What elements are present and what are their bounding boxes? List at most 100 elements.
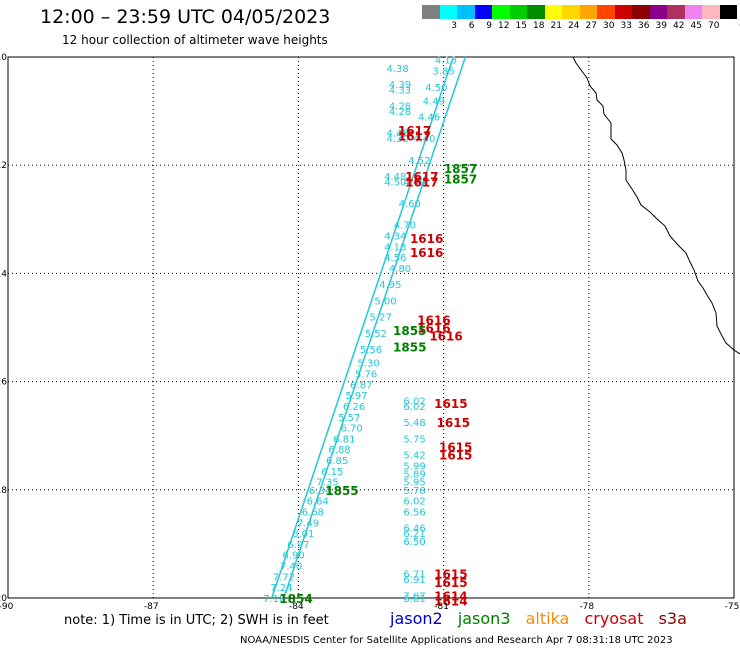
pass-time-label: 1615 <box>439 441 472 455</box>
lat-tick-label: -18 <box>0 486 7 496</box>
wave-height-label: 6.71 <box>403 570 425 581</box>
track-line <box>283 56 467 599</box>
wave-height-label: 4.80 <box>389 264 411 275</box>
legend-label: 33 <box>620 21 632 31</box>
peru-coastline <box>572 56 740 355</box>
wave-height-label: 5.30 <box>357 359 379 370</box>
legend-label <box>422 21 440 31</box>
satellite-tracks <box>271 56 467 599</box>
pass-time-label: 1615 <box>439 449 472 463</box>
legend-label: 21 <box>550 21 562 31</box>
legend-swatch <box>579 5 597 19</box>
wave-height-label: 6.68 <box>302 507 324 518</box>
wave-height-label: 5.89 <box>403 470 425 481</box>
legend-swatch <box>474 5 492 19</box>
legend-swatch <box>492 5 510 19</box>
pass-time-label: 1854 <box>279 592 312 606</box>
wave-height-label: 5.75 <box>403 434 425 445</box>
wave-height-label: 4.49 <box>403 177 425 188</box>
wave-height-label: 5.57 <box>338 413 360 424</box>
wave-height-label: 6.50 <box>403 537 425 548</box>
legend-label: 70 <box>708 21 720 31</box>
lat-tick-label: -20 <box>0 594 7 604</box>
pass-time-label: 1617 <box>398 129 431 143</box>
mission-altika: altika <box>525 609 570 628</box>
wave-height-label: 6.34 <box>309 486 331 497</box>
wave-height-label: 4.95 <box>379 280 401 291</box>
legend-swatch <box>422 5 440 19</box>
lon-tick-label: -78 <box>579 602 594 612</box>
page-title: 12:00 – 23:59 UTC 04/05/2023 <box>40 6 331 28</box>
wave-height-label: 4.39 <box>389 80 411 91</box>
legend-swatch <box>667 5 685 19</box>
pass-time-label: 1614 <box>434 595 467 609</box>
lat-tick-label: -14 <box>0 269 7 279</box>
legend-label: 39 <box>655 21 667 31</box>
lon-tick-label: -81 <box>434 602 449 612</box>
wave-height-label: 4.50 <box>425 83 447 94</box>
pass-time-label: 1616 <box>410 232 443 246</box>
wave-height-label: 4.30 <box>386 134 408 145</box>
credit-line: NOAA/NESDIS Center for Satellite Applica… <box>240 635 673 646</box>
lon-tick-label: -75 <box>725 602 740 612</box>
legend-label: 24 <box>568 21 580 31</box>
legend-label: 3 <box>451 21 457 31</box>
legend-swatch <box>527 5 545 19</box>
wave-height-label: 5.52 <box>365 329 387 340</box>
wave-height-label: 6.85 <box>326 456 348 467</box>
legend-swatch <box>544 5 562 19</box>
pass-time-label: 1614 <box>434 589 467 603</box>
pass-time-label: 1617 <box>398 124 431 138</box>
wave-height-labels: 4.133.85 4.38 4.50 4.394.33 4.49 4.284.28 4.46… <box>263 56 457 605</box>
page-subtitle: 12 hour collection of altimeter wave hei… <box>62 33 328 47</box>
pass-time-label: 1616 <box>417 313 450 327</box>
legend-label: 45 <box>690 21 702 31</box>
wave-height-label: 5.99 <box>403 461 425 472</box>
mission-legend: jason2 jason3 altika cryosat s3a <box>390 609 697 628</box>
pass-time-label: 1616 <box>429 330 462 344</box>
lat-tick-label: -10 <box>0 53 7 63</box>
wave-height-label: 6.81 <box>403 594 425 605</box>
wave-height-label: 5.97 <box>345 391 367 402</box>
wave-height-label: 6.90 <box>282 551 304 562</box>
wave-height-label: 7.72 <box>273 572 295 583</box>
wave-height-label: 4.33 <box>389 85 411 96</box>
legend-swatch <box>719 5 737 19</box>
pass-time-label: 1615 <box>434 576 467 590</box>
wave-height-label: 4.60 <box>399 199 421 210</box>
legend-label: 42 <box>673 21 685 31</box>
pass-time-label: 1615 <box>434 397 467 411</box>
legend-swatch <box>684 5 702 19</box>
wave-height-label: 5.42 <box>403 451 425 462</box>
wave-height-label: 6.46 <box>403 524 425 535</box>
wave-height-label: 7.07 <box>403 591 425 602</box>
legend-swatch <box>614 5 632 19</box>
legend-swatch <box>702 5 720 19</box>
wave-height-label: 4.48 <box>386 129 408 140</box>
pass-time-labels: 1617161718571857161716171616161616161616… <box>279 124 477 609</box>
lon-tick-label: -90 <box>0 602 14 612</box>
pass-time-label: 1617 <box>405 170 438 184</box>
legend-swatch <box>562 5 580 19</box>
legend-label: 18 <box>533 21 545 31</box>
legend-swatch <box>439 5 457 19</box>
mission-s3a: s3a <box>658 609 687 628</box>
wave-height-label: 4.70 <box>394 221 416 232</box>
wave-height-label: 6.02 <box>403 402 425 413</box>
wave-height-label: 5.27 <box>370 313 392 324</box>
mission-jason2: jason2 <box>390 609 443 628</box>
wave-height-label: 5.00 <box>374 296 396 307</box>
pass-time-label: 1617 <box>405 175 438 189</box>
pass-time-label: 1855 <box>325 484 358 498</box>
wave-height-label: 6.21 <box>403 529 425 540</box>
lon-tick-label: -84 <box>289 602 304 612</box>
wave-height-label: 6.02 <box>403 497 425 508</box>
wave-height-label: 4.28 <box>389 107 411 118</box>
lat-tick-label: -12 <box>0 161 7 171</box>
wave-height-label: 6.87 <box>350 380 372 391</box>
wave-height-label: 8.01 <box>292 529 314 540</box>
legend-swatch <box>632 5 650 19</box>
wave-height-label: 4.52 <box>408 156 430 167</box>
wave-height-label: 5.76 <box>355 369 377 380</box>
